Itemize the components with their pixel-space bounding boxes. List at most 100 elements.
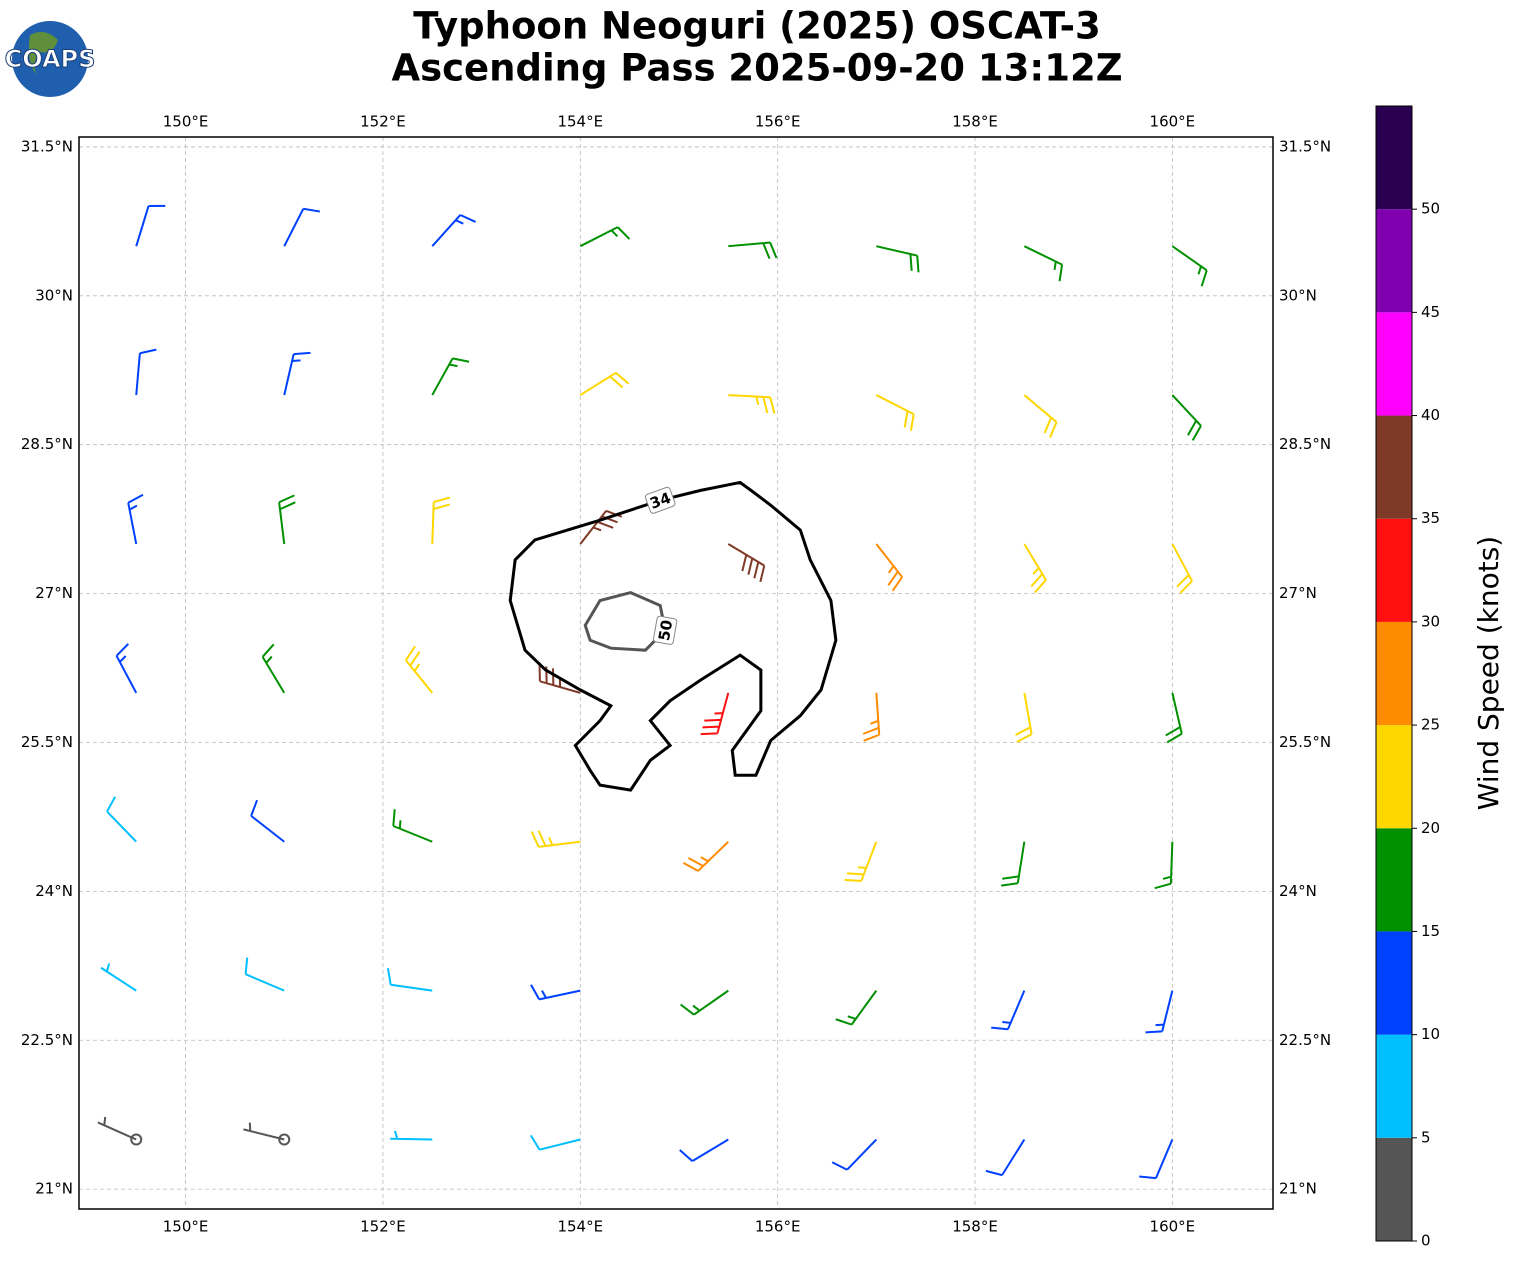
- wind-barb: [1023, 543, 1047, 594]
- x-tick-label: 154°E: [557, 1218, 603, 1236]
- logo-land: [28, 31, 58, 74]
- wind-barb: [115, 643, 138, 694]
- barb-staff: [728, 394, 776, 414]
- wind-barb: [431, 496, 451, 544]
- contour-label-box: [653, 615, 678, 645]
- barb-staff: [991, 990, 1026, 1031]
- colorbar-tick-label: 10: [1421, 1025, 1440, 1043]
- wind-barb: [1001, 841, 1026, 887]
- x-tick-label: 150°E: [163, 1218, 209, 1236]
- barb-staff: [243, 1122, 285, 1141]
- y-tick-label: 31.5°N: [1279, 137, 1331, 155]
- wind-barb: [431, 214, 477, 247]
- wind-barb: [835, 990, 878, 1026]
- calm-circle: [278, 1133, 291, 1146]
- wind-barb: [1154, 841, 1174, 890]
- calm-circle: [130, 1133, 143, 1146]
- wind-barb: [97, 1116, 143, 1146]
- wind-barb: [244, 957, 285, 992]
- wind-contour: [583, 591, 667, 652]
- y-tick-label: 21°N: [1279, 1180, 1317, 1198]
- wind-barb: [127, 493, 144, 545]
- barb-staff: [579, 226, 631, 248]
- wind-barb: [243, 1122, 291, 1146]
- wind-barb: [529, 1134, 581, 1151]
- barb-staff: [97, 1116, 137, 1141]
- x-tick-label: 156°E: [755, 1218, 801, 1236]
- wind-barb: [831, 1138, 878, 1171]
- wind-barb: [390, 1130, 433, 1141]
- barb-staff: [538, 664, 581, 694]
- colorbar-bin: [1376, 518, 1412, 622]
- barb-staff: [431, 496, 451, 544]
- wind-barb: [1015, 692, 1033, 743]
- plot-frame: [78, 136, 1274, 1210]
- wind-barb: [278, 494, 296, 545]
- barb-staff: [1171, 245, 1208, 287]
- barb-staff: [135, 204, 166, 247]
- wind-barb: [261, 643, 286, 694]
- barb-staff: [1139, 1139, 1174, 1180]
- barb-staff: [862, 692, 881, 742]
- wind-barb: [991, 990, 1026, 1031]
- colorbar-bin: [1376, 1137, 1412, 1241]
- barb-staff: [682, 841, 729, 872]
- x-tick-label: 160°E: [1150, 1218, 1196, 1236]
- barb-staff: [1165, 692, 1183, 744]
- barb-staff: [835, 990, 878, 1026]
- colorbar-bin: [1376, 828, 1412, 932]
- barb-staff: [985, 1138, 1026, 1177]
- barb-staff: [530, 984, 581, 1001]
- wind-barb: [538, 664, 581, 694]
- barb-staff: [727, 543, 766, 583]
- colorbar-bin: [1376, 621, 1412, 726]
- barb-staff: [700, 692, 730, 736]
- x-tick-label: 156°E: [755, 113, 801, 131]
- wind-barb: [1139, 1139, 1174, 1180]
- y-tick-label: 28.5°N: [1279, 435, 1331, 453]
- wind-barb: [579, 226, 631, 248]
- wind-barb: [100, 963, 137, 992]
- y-tick-label: 27°N: [35, 584, 73, 602]
- y-tick-label: 31.5°N: [21, 137, 73, 155]
- colorbar-bin: [1376, 209, 1412, 313]
- x-tick-label: 152°E: [360, 113, 406, 131]
- wind-barb: [135, 348, 157, 396]
- barb-staff: [579, 371, 630, 396]
- colorbar-tick-label: 50: [1421, 200, 1440, 218]
- barb-staff: [392, 809, 433, 843]
- wind-barb: [844, 841, 878, 882]
- barb-staff: [530, 830, 581, 848]
- barb-staff: [1023, 394, 1058, 438]
- wind-barb: [1165, 692, 1183, 744]
- y-tick-label: 22.5°N: [21, 1031, 73, 1049]
- y-tick-label: 27°N: [1279, 584, 1317, 602]
- x-tick-label: 160°E: [1150, 113, 1196, 131]
- barb-staff: [876, 245, 920, 273]
- barb-staff: [1154, 841, 1174, 890]
- wind-barb: [135, 204, 166, 247]
- barb-staff: [283, 207, 321, 247]
- barb-staff: [1023, 245, 1064, 282]
- chart-subtitle: Ascending Pass 2025-09-20 13:12Z: [391, 47, 1122, 90]
- barb-staff: [875, 394, 915, 431]
- x-tick-label: 150°E: [163, 113, 209, 131]
- barb-staff: [579, 509, 623, 545]
- barb-staff: [844, 841, 878, 882]
- colorbar-tick-label: 20: [1421, 819, 1440, 837]
- wind-barb: [1171, 245, 1208, 287]
- barb-staff: [831, 1138, 878, 1171]
- wind-barb: [682, 841, 729, 872]
- colorbar-bin: [1376, 312, 1412, 416]
- y-tick-label: 30°N: [1279, 286, 1317, 304]
- barb-staff: [244, 957, 285, 992]
- wind-barb: [679, 1138, 729, 1163]
- y-tick-label: 25.5°N: [21, 733, 73, 751]
- wind-barb: [1171, 394, 1202, 441]
- barb-staff: [679, 1138, 729, 1163]
- colorbar-tick-label: 5: [1421, 1128, 1431, 1146]
- wind-barb: [579, 371, 630, 396]
- colorbar-tick-label: 35: [1421, 509, 1440, 527]
- barb-staff: [431, 357, 470, 396]
